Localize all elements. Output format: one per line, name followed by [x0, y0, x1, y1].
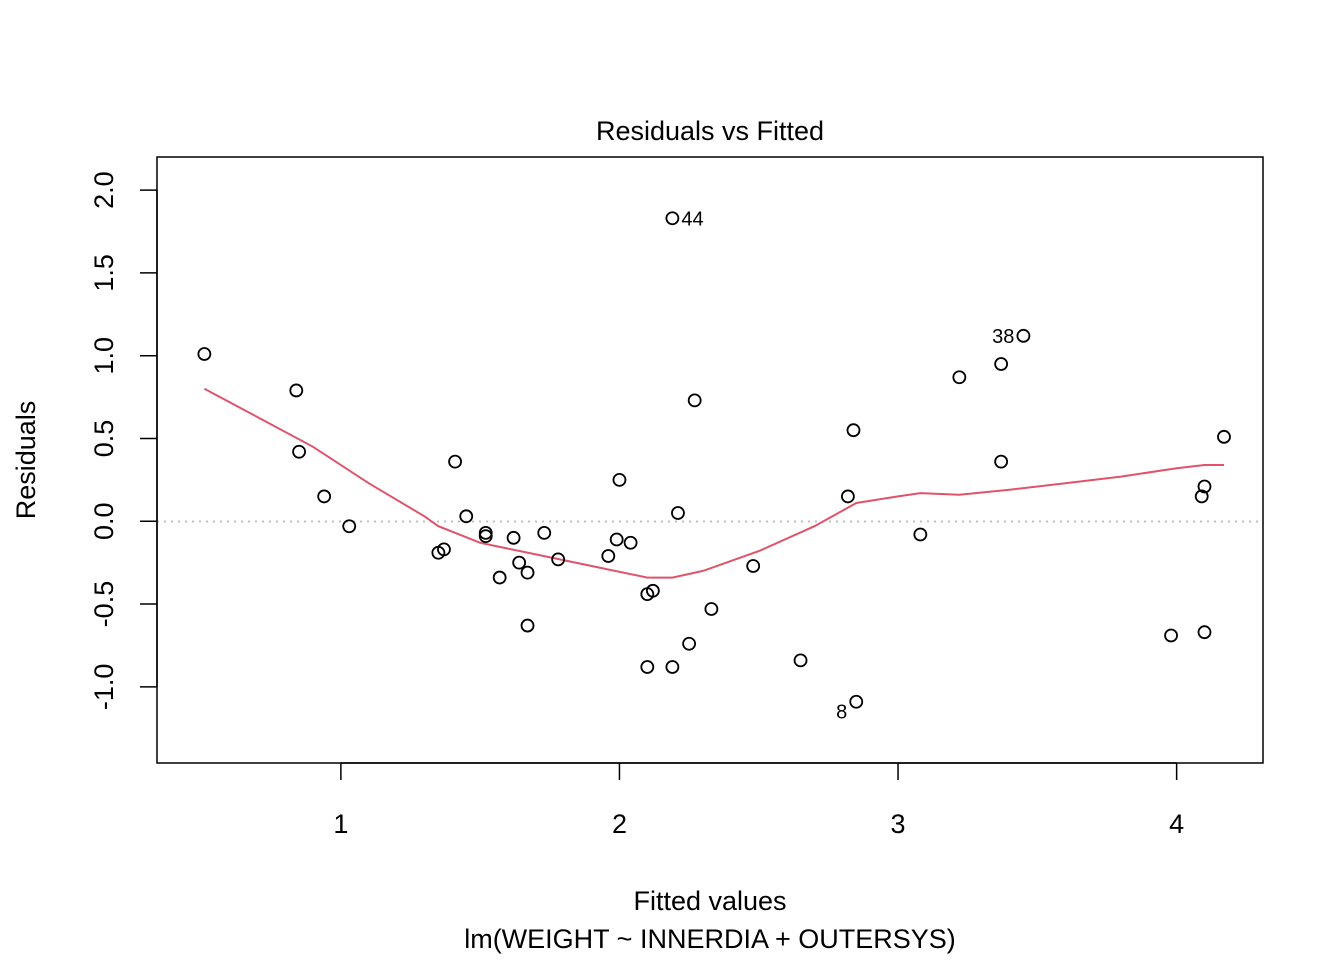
- data-point: [623, 535, 638, 550]
- data-point: [459, 509, 474, 524]
- outlier-label: 38: [992, 326, 1014, 348]
- data-point: [1217, 429, 1231, 444]
- data-point: [994, 454, 1009, 469]
- data-point: [506, 530, 521, 545]
- chart-title: Residuals vs Fitted: [596, 116, 824, 146]
- outlier-labels: 44 38 8: [681, 208, 1014, 723]
- data-point: [520, 565, 535, 580]
- data-point: [640, 660, 655, 674]
- data-point: [746, 559, 761, 573]
- x-tick-label: 3: [891, 809, 906, 839]
- data-point: [289, 383, 304, 398]
- x-tick-label: 2: [612, 809, 627, 839]
- data-point: [520, 618, 535, 633]
- data-point: [704, 602, 719, 616]
- data-point: [665, 660, 680, 674]
- x-axis-label: Fitted values: [633, 886, 786, 916]
- y-tick-label: 0.0: [89, 502, 119, 540]
- chart-subtitle: lm(WEIGHT ~ INNERDIA + OUTERSYS): [464, 924, 956, 954]
- y-tick-label: 0.5: [89, 420, 119, 458]
- data-point: [645, 583, 660, 598]
- x-tick-label: 4: [1169, 809, 1184, 839]
- data-point: [197, 347, 212, 361]
- y-tick-label: 1.0: [89, 337, 119, 375]
- lowess-smooth-line: [203, 387, 1224, 579]
- residual-points: [197, 211, 1231, 709]
- data-point: [601, 549, 616, 563]
- data-point: [1194, 489, 1209, 504]
- data-point: [952, 370, 967, 385]
- data-point: [342, 519, 357, 534]
- y-tick-label: 1.5: [89, 254, 119, 292]
- data-point: [1164, 628, 1178, 643]
- data-point: [437, 542, 451, 557]
- data-point: [793, 653, 808, 668]
- y-tick-label: -0.5: [89, 581, 119, 628]
- x-tick-label: 1: [333, 809, 348, 839]
- data-point: [846, 423, 861, 438]
- data-point: [665, 211, 680, 226]
- plot-frame: [156, 156, 1264, 764]
- data-point: [1197, 479, 1212, 494]
- outlier-label: 44: [681, 208, 703, 230]
- data-point: [609, 532, 624, 547]
- y-tick-label: 2.0: [89, 171, 119, 209]
- data-point: [612, 472, 627, 487]
- y-axis: -1.0 -0.5 0.0 0.5 1.0 1.5 2.0: [89, 171, 158, 711]
- data-point: [551, 552, 566, 567]
- x-axis: 1 2 3 4: [333, 762, 1184, 839]
- data-point: [841, 489, 855, 504]
- data-point: [671, 506, 685, 520]
- data-point: [687, 393, 702, 408]
- data-point: [994, 357, 1009, 371]
- data-point: [913, 527, 928, 542]
- data-point: [292, 444, 306, 459]
- data-point: [537, 525, 552, 540]
- y-axis-label: Residuals: [11, 401, 41, 520]
- outlier-label: 8: [836, 702, 847, 724]
- y-tick-label: -1.0: [89, 664, 119, 711]
- data-point: [492, 570, 507, 585]
- data-point: [849, 694, 864, 709]
- data-point: [478, 529, 493, 544]
- data-point: [512, 555, 527, 570]
- data-point: [682, 636, 697, 651]
- data-point: [317, 489, 332, 504]
- data-point: [1197, 625, 1212, 640]
- data-point: [1016, 328, 1031, 343]
- data-point: [448, 454, 462, 469]
